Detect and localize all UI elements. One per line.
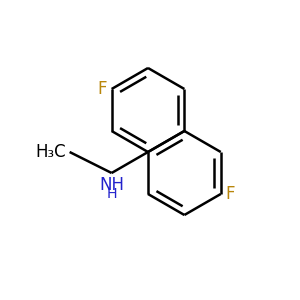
Text: F: F [226, 185, 235, 203]
Text: NH: NH [99, 176, 124, 194]
Text: H: H [106, 187, 117, 201]
Text: F: F [97, 80, 106, 98]
Text: H₃C: H₃C [35, 143, 66, 161]
